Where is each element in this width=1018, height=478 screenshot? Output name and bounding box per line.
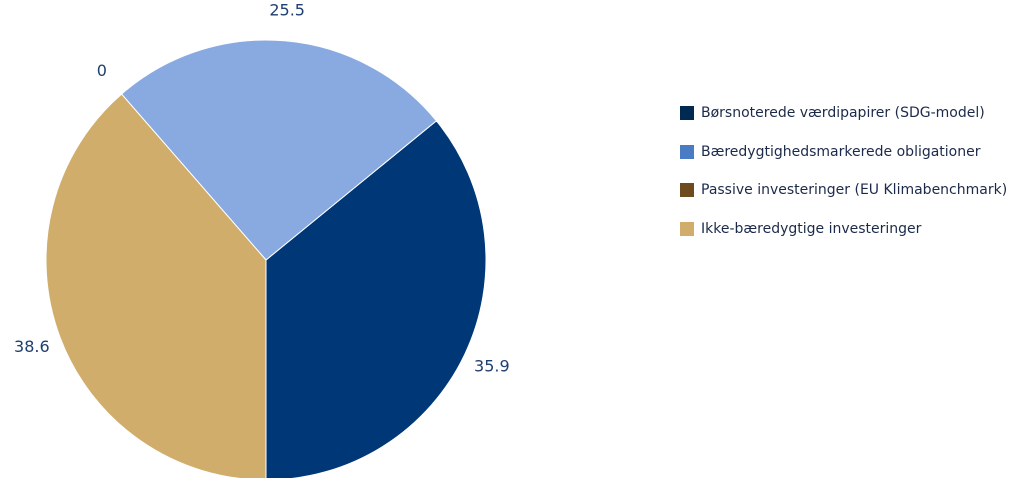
data-label: 35.9	[474, 357, 510, 376]
pie-data-labels: 35.9 25.5 0 38.6	[14, 0, 510, 375]
data-label: 38.6	[14, 337, 50, 356]
pie-slice[interactable]	[45, 93, 267, 478]
legend-label: Børsnoterede værdipapirer (SDG-model)	[701, 105, 985, 121]
legend-item[interactable]: Børsnoterede værdipapirer (SDG-model)	[680, 104, 1007, 122]
legend-swatch	[680, 144, 694, 159]
legend: Børsnoterede værdipapirer (SDG-model) Bæ…	[680, 104, 1007, 258]
legend-swatch	[680, 221, 694, 236]
legend-swatch	[680, 183, 694, 197]
data-label: 25.5	[269, 0, 305, 19]
pie-slice[interactable]	[120, 39, 438, 261]
pie-slices	[45, 39, 487, 478]
legend-item[interactable]: Ikke-bæredygtige investeringer	[680, 220, 1007, 238]
legend-item[interactable]: Passive investeringer (EU Klimabenchmark…	[680, 181, 1007, 199]
legend-label: Bæredygtighedsmarkerede obligationer	[701, 143, 981, 160]
legend-label: Passive investeringer (EU Klimabenchmark…	[701, 182, 1008, 198]
legend-label: Ikke-bæredygtige investeringer	[701, 220, 922, 237]
legend-item[interactable]: Bæredygtighedsmarkerede obligationer	[680, 143, 1007, 161]
data-label: 0	[97, 61, 107, 80]
legend-swatch	[680, 106, 694, 120]
pie-slice[interactable]	[265, 120, 487, 478]
